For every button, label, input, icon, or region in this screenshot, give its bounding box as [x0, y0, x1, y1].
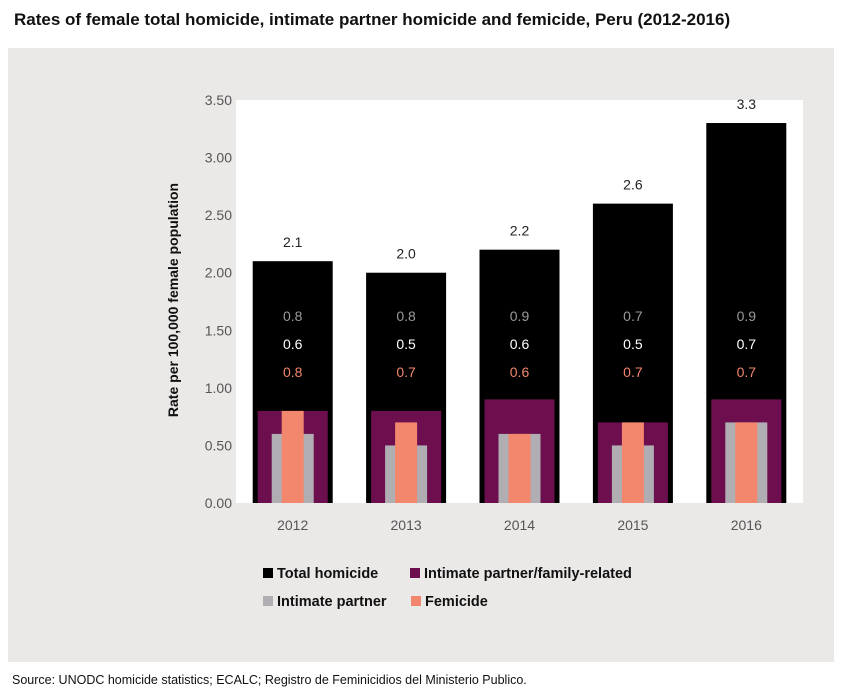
femicide-value-label: 0.6: [510, 364, 530, 380]
femicide-bar: [621, 422, 644, 503]
y-axis-title: Rate per 100,000 female population: [165, 183, 181, 417]
legend-intimate-partner-label: Intimate partner: [277, 594, 387, 610]
ip-value-label: 0.6: [510, 336, 530, 352]
legend-intimate-partner-swatch: [263, 596, 273, 606]
ip-value-label: 0.6: [283, 336, 303, 352]
source-note: Source: UNODC homicide statistics; ECALC…: [12, 673, 527, 687]
legend-total-homicide-label: Total homicide: [277, 566, 378, 582]
x-tick-label: 2016: [731, 517, 762, 533]
legend-intimate-partner-family-swatch: [410, 568, 420, 578]
x-tick-label: 2012: [277, 517, 308, 533]
legend: Total homicide Intimate partner/family-re…: [263, 566, 632, 610]
x-tick-label: 2013: [391, 517, 422, 533]
total-value-label: 2.0: [396, 246, 416, 262]
y-axis-ticks: 0.00 0.50 1.00 1.50 2.00 2.50 3.00 3.50: [205, 92, 232, 511]
y-tick-label: 2.50: [205, 207, 232, 223]
ipfr-value-label: 0.7: [623, 308, 643, 324]
femicide-value-label: 0.7: [396, 364, 416, 380]
y-tick-label: 1.50: [205, 322, 232, 338]
femicide-value-label: 0.7: [623, 364, 643, 380]
legend-femicide-label: Femicide: [425, 594, 488, 610]
total-value-label: 2.2: [510, 223, 530, 239]
chart-title: Rates of female total homicide, intimate…: [14, 10, 731, 29]
femicide-bar: [735, 422, 758, 503]
ipfr-value-label: 0.9: [510, 308, 530, 324]
legend-femicide-swatch: [411, 596, 421, 606]
femicide-bar: [395, 422, 418, 503]
femicide-value-label: 0.8: [283, 364, 303, 380]
ip-value-label: 0.5: [396, 336, 416, 352]
total-value-label: 2.1: [283, 234, 303, 250]
y-tick-label: 0.50: [205, 437, 232, 453]
y-tick-label: 2.00: [205, 265, 232, 281]
total-value-label: 2.6: [623, 177, 643, 193]
x-tick-label: 2015: [617, 517, 648, 533]
y-tick-label: 1.00: [205, 380, 232, 396]
ip-value-label: 0.5: [623, 336, 643, 352]
x-axis-ticks: 2012 2013 2014 2015 2016: [277, 517, 762, 533]
femicide-value-label: 0.7: [737, 364, 757, 380]
ip-value-label: 0.7: [737, 336, 757, 352]
x-tick-label: 2014: [504, 517, 535, 533]
bars-group: 2.1 0.8 0.6 0.8 2.0 0.8 0.5 0.7 2.2 0.9 0.6 0.6 2.6 0…: [252, 96, 787, 504]
y-tick-label: 0.00: [205, 495, 232, 511]
femicide-bar: [508, 433, 531, 503]
total-value-label: 3.3: [737, 96, 757, 112]
ipfr-value-label: 0.8: [283, 308, 303, 324]
legend-intimate-partner-family-label: Intimate partner/family-related: [424, 566, 632, 582]
ipfr-value-label: 0.8: [396, 308, 416, 324]
legend-total-homicide-swatch: [263, 568, 273, 578]
y-tick-label: 3.50: [205, 92, 232, 108]
y-tick-label: 3.00: [205, 150, 232, 166]
femicide-bar: [281, 410, 304, 503]
ipfr-value-label: 0.9: [737, 308, 757, 324]
